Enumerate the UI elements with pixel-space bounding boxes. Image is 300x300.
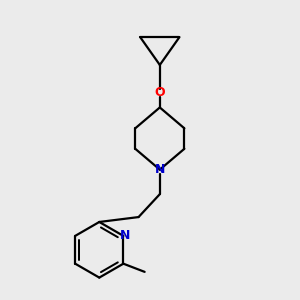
Text: N: N <box>154 163 165 176</box>
Text: O: O <box>154 86 165 99</box>
Text: N: N <box>120 230 130 242</box>
